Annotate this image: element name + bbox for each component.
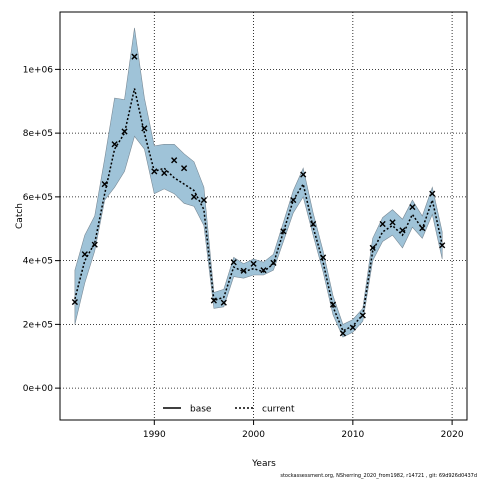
observed-point	[300, 171, 307, 178]
y-tick-label: 8e+05	[23, 129, 53, 139]
y-tick-label: 1e+06	[23, 65, 54, 75]
observed-point	[270, 259, 277, 266]
observed-point	[220, 299, 227, 306]
legend-label-base: base	[190, 405, 212, 415]
x-tick-label: 2020	[441, 430, 464, 440]
observed-point	[200, 196, 208, 204]
observed-markers	[71, 53, 446, 337]
observed-point	[161, 169, 168, 177]
legend-label-current: current	[262, 405, 295, 415]
observed-point	[280, 228, 287, 235]
observed-point	[339, 330, 347, 337]
observed-point	[290, 196, 297, 204]
observed-point	[131, 53, 138, 60]
x-tick-label: 2010	[341, 430, 364, 440]
observed-point	[240, 267, 247, 274]
grid-lines	[60, 12, 467, 420]
observed-point	[409, 203, 416, 211]
y-tick-label: 2e+05	[23, 320, 53, 330]
x-axis: 1990 2000 2010 2020	[143, 420, 464, 440]
legend: base current	[163, 405, 295, 415]
observed-point	[111, 141, 118, 148]
x-axis-title: Years	[251, 459, 276, 469]
observed-point	[419, 225, 426, 232]
observed-point	[389, 219, 396, 226]
observed-point	[250, 260, 257, 267]
observed-point	[319, 254, 327, 261]
x-tick-label: 1990	[143, 430, 166, 440]
x-tick-label: 2000	[242, 430, 265, 440]
observed-point	[230, 259, 237, 266]
observed-point	[210, 297, 217, 304]
observed-point	[101, 181, 108, 188]
plot-frame	[59, 11, 468, 421]
observed-point	[81, 251, 88, 258]
y-tick-label: 6e+05	[23, 193, 53, 203]
observed-point	[310, 220, 317, 228]
observed-point	[151, 168, 158, 175]
observed-point	[190, 193, 198, 200]
observed-point	[399, 227, 406, 234]
observed-point	[369, 244, 376, 251]
observed-point	[329, 301, 337, 308]
observed-point	[349, 324, 356, 331]
y-tick-label: 4e+05	[23, 257, 53, 267]
observed-point	[141, 125, 148, 132]
observed-point	[91, 241, 98, 248]
observed-point	[359, 312, 366, 319]
footnote: stockassessment.org, NSherring_2020_from…	[280, 473, 477, 479]
y-axis-title: Catch	[15, 203, 25, 229]
observed-point	[171, 157, 178, 164]
observed-point	[121, 128, 128, 135]
observed-point	[439, 242, 446, 249]
observed-point	[379, 220, 386, 228]
y-axis: 0e+00 2e+05 4e+05 6e+05 8e+05 1e+06	[23, 65, 60, 394]
observed-point	[260, 267, 267, 274]
confidence-band-area	[74, 27, 443, 338]
observed-point	[180, 165, 188, 172]
observed-point	[429, 190, 436, 197]
y-tick-label: 0e+00	[23, 384, 54, 394]
observed-point	[71, 298, 78, 306]
confidence-band	[74, 27, 443, 338]
